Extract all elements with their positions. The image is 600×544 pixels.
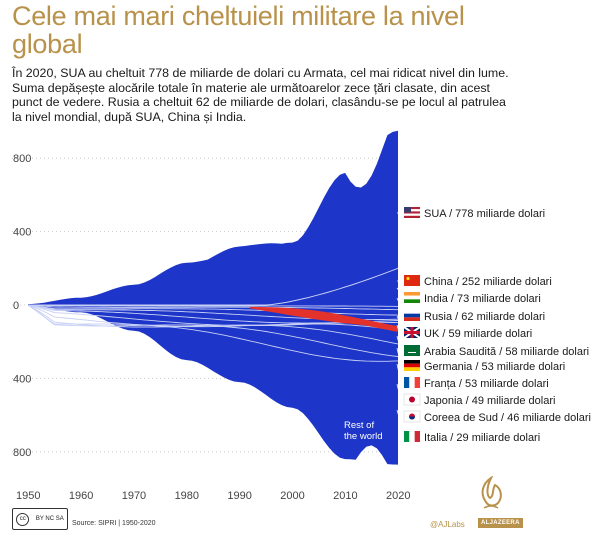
y-tick-label: 400	[13, 373, 31, 385]
flag-icon	[404, 345, 420, 356]
flag-icon	[404, 377, 409, 388]
legend-label: Franța / 53 miliarde dolari	[424, 378, 549, 390]
x-tick-label: 2000	[280, 490, 304, 502]
flag-icon	[415, 431, 420, 442]
legend-leader-line	[397, 288, 405, 298]
flag-icon	[411, 327, 414, 338]
legend-label: Japonia / 49 miliarde dolari	[424, 395, 555, 407]
legend-leader-line	[397, 316, 405, 333]
x-tick-label: 2020	[386, 490, 410, 502]
flag-icon	[404, 292, 420, 296]
flag-icon	[404, 431, 409, 442]
x-tick-label: 2010	[333, 490, 357, 502]
flag-icon	[404, 214, 420, 216]
world-stream-area	[28, 131, 398, 465]
legend-label: Italia / 29 miliarde dolari	[424, 432, 540, 444]
legend-label: UK / 59 miliarde dolari	[424, 328, 532, 340]
flag-icon	[404, 275, 420, 286]
y-tick-label: 0	[13, 300, 19, 312]
rest-of-world-label-1: Rest of	[344, 420, 374, 431]
legend-label: Rusia / 62 miliarde dolari	[424, 311, 545, 323]
legend-leader-line	[397, 348, 405, 383]
flag-icon	[409, 377, 414, 388]
license-text: BY NC SA	[36, 514, 64, 525]
x-tick-label: 1960	[69, 490, 93, 502]
source-text: Source: SIPRI | 1950-2020	[72, 520, 156, 527]
x-tick-label: 1990	[227, 490, 251, 502]
x-axis-labels: 1950 1960 1970 1980 1990 2000 2010 2020	[16, 490, 410, 502]
legend-label: Coreea de Sud / 46 miliarde dolari	[424, 412, 591, 424]
legend-leader-line	[397, 336, 405, 366]
y-axis-labels: 800 400 0 400 800	[13, 153, 31, 459]
flag-icon	[415, 377, 420, 388]
flag-icon	[404, 207, 411, 213]
legend-leader-line	[397, 325, 405, 351]
flag-icon	[408, 352, 416, 353]
legend-label: SUA / 778 miliarde dolari	[424, 208, 545, 220]
flag-icon	[404, 310, 420, 314]
legend-label: Arabia Saudită / 58 miliarde dolari	[424, 346, 589, 358]
legend-leader-line	[397, 298, 405, 316]
ajlabs-credit: @AJLabs	[430, 520, 465, 529]
y-tick-label: 800	[13, 447, 31, 459]
x-tick-label: 1970	[122, 490, 146, 502]
flag-icon	[404, 367, 420, 371]
legend: SUA / 778 miliarde dolari China / 252 mil…	[397, 207, 591, 444]
rest-of-world-label-2: the world	[344, 431, 383, 442]
cc-icon: cc	[16, 513, 29, 526]
aljazeera-badge: ALJAZEERA	[478, 518, 523, 528]
flag-icon	[409, 397, 415, 403]
aljazeera-logo-icon	[476, 476, 506, 514]
flag-icon	[404, 314, 420, 318]
stream-areas	[28, 131, 398, 465]
flag-icon	[404, 360, 420, 364]
cc-license-badge: cc BY NC SA	[12, 508, 68, 530]
flag-icon	[404, 216, 420, 218]
y-tick-label: 800	[13, 153, 31, 165]
flag-icon	[409, 431, 414, 442]
flag-icon	[406, 277, 409, 280]
flag-icon	[404, 296, 420, 300]
x-tick-label: 1950	[16, 490, 40, 502]
flag-icon	[404, 317, 420, 321]
flag-icon	[404, 299, 420, 303]
chart: 800 400 0 400 800 1950 1960 1970 1980 1990 2000 20…	[0, 0, 600, 544]
legend-label: China / 252 miliarde dolari	[424, 276, 552, 288]
legend-label: Germania / 53 miliarde dolari	[424, 361, 565, 373]
x-tick-label: 1980	[175, 490, 199, 502]
flag-icon	[404, 364, 420, 368]
y-tick-label: 400	[13, 227, 31, 239]
legend-label: India / 73 miliarde dolari	[424, 293, 541, 305]
